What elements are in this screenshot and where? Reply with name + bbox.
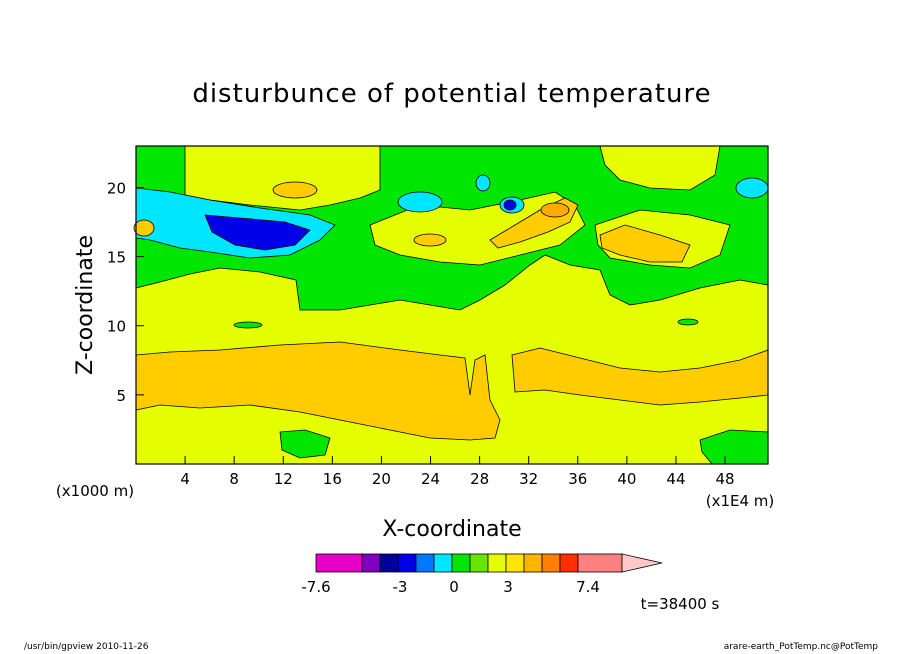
plot-frame [135,145,769,465]
colorbar-cell [397,553,417,573]
colorbar-cell [433,553,453,573]
colorbar-cell [487,553,507,573]
region-cyan-small-3 [475,174,491,192]
region-blue-left [204,214,311,251]
y-tick-label: 5 [116,387,126,405]
colorbar-cell [523,553,543,573]
x-tick-label: 8 [229,470,239,488]
colorbar-cell [541,553,561,573]
contour-field [133,145,769,465]
colorbar-level-label: -3 [393,578,408,596]
y-tick-label: 10 [107,318,126,336]
colorbar-level-label: 7.4 [576,578,600,596]
colorbar-cell [505,553,525,573]
x-tick-label: 12 [274,470,293,488]
colorbar [315,553,663,573]
region-yellow-topright [599,145,721,191]
colorbar-level-label: -7.6 [301,578,330,596]
y-tick-label: 15 [107,249,126,267]
region-orange-left-edge [133,219,155,237]
x-tick-label: 44 [666,470,685,488]
region-orange-peak [540,202,570,218]
x-unit-left: (x1000 m) [56,482,134,500]
colorbar-cell [451,553,471,573]
x-axis-label: X-coordinate [382,517,521,542]
colorbar-cell [559,553,579,573]
x-tick-label: 28 [470,470,489,488]
footer-left: /usr/bin/gpview 2010-11-26 [24,642,149,652]
x-tick-label: 48 [716,470,735,488]
colorbar-arrow [621,553,663,573]
colorbar-cell [315,553,363,573]
x-tick-label: 24 [421,470,440,488]
colorbar-cell [415,553,435,573]
x-tick-label: 36 [568,470,587,488]
y-axis-label: Z-coordinate [73,235,98,375]
region-green-small-2 [677,318,699,326]
x-axis: 4 8 12 16 20 24 28 32 36 40 44 48 [180,456,735,488]
region-green-small-1 [233,321,263,329]
region-cyan-small-1 [397,191,443,213]
region-orange-top [272,181,318,199]
region-orange-mid-1 [413,233,447,247]
x-tick-label: 32 [519,470,538,488]
x-tick-label: 16 [323,470,342,488]
x-unit-right: (x1E4 m) [706,492,775,510]
region-green-lower-left [279,429,331,459]
colorbar-level-label: 3 [503,578,513,596]
colorbar-cell [379,553,399,573]
region-orange-lower-left [135,341,501,441]
colorbar-cell [469,553,489,573]
time-label: t=38400 s [641,595,720,613]
colorbar-cell [577,553,623,573]
colorbar-cell [361,553,381,573]
region-cyan-right [735,177,769,199]
x-tick-label: 20 [372,470,391,488]
x-tick-label: 4 [180,470,190,488]
colorbar-level-label: 0 [449,578,459,596]
region-orange-right-upper [599,224,691,263]
y-axis: 5 10 15 20 [107,179,144,405]
x-tick-label: 40 [617,470,636,488]
y-tick-label: 20 [107,179,126,197]
region-blue-small [503,199,517,211]
footer-right: arare-earth_PotTemp.nc@PotTemp [723,642,878,652]
colorbar-labels: -7.6 -3 0 3 7.4 [301,578,600,596]
chart-title: disturbunce of potential temperature [192,79,711,109]
